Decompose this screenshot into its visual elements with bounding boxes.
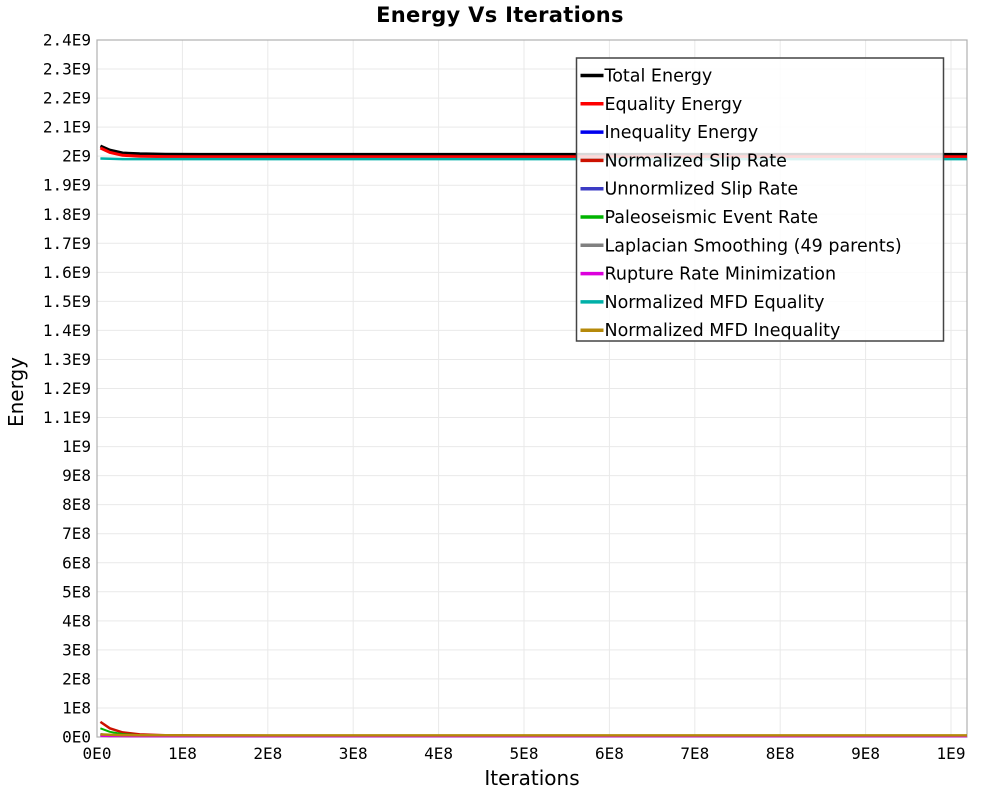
y-tick-label: 2.3E9 bbox=[43, 60, 91, 79]
legend-label: Normalized MFD Inequality bbox=[605, 321, 841, 341]
x-axis-title: Iterations bbox=[484, 766, 580, 790]
legend-label: Laplacian Smoothing (49 parents) bbox=[605, 236, 902, 256]
y-tick-label: 5E8 bbox=[62, 582, 91, 601]
y-tick-label: 2.4E9 bbox=[43, 31, 91, 50]
y-tick-label: 8E8 bbox=[62, 495, 91, 514]
series-line-normalized-mfd-inequality bbox=[100, 733, 967, 737]
series-lines bbox=[99, 144, 967, 738]
y-tick-label: 2E8 bbox=[62, 669, 91, 688]
y-tick-label: 1.8E9 bbox=[43, 205, 91, 224]
y-tick-labels: 2.4E9 2.3E9 2.2E9 2.1E9 2E9 1.9E9 1.8E9 1.7E9 1.… bbox=[43, 31, 91, 747]
legend-label: Rupture Rate Minimization bbox=[605, 265, 837, 285]
y-tick-label: 7E8 bbox=[62, 524, 91, 543]
x-tick-label: 5E8 bbox=[510, 744, 539, 763]
x-tick-label: 7E8 bbox=[680, 744, 709, 763]
y-tick-label: 1.2E9 bbox=[43, 379, 91, 398]
legend-label: Equality Energy bbox=[605, 95, 743, 115]
legend-box bbox=[575, 57, 945, 342]
x-tick-label: 9E8 bbox=[851, 744, 880, 763]
y-tick-label: 0E0 bbox=[62, 728, 91, 747]
y-tick-label: 6E8 bbox=[62, 553, 91, 572]
legend-label: Total Energy bbox=[604, 67, 713, 87]
legend-label: Unnormlized Slip Rate bbox=[605, 180, 799, 200]
x-tick-label: 2E8 bbox=[253, 744, 282, 763]
legend-item: Unnormlized Slip Rate bbox=[580, 180, 799, 200]
y-tick-label: 1.1E9 bbox=[43, 408, 91, 427]
series-line-equality-energy bbox=[99, 146, 967, 159]
y-tick-label: 4E8 bbox=[62, 611, 91, 630]
series-line-normalized-mfd-equality bbox=[100, 157, 967, 161]
y-tick-label: 2E9 bbox=[62, 147, 91, 166]
legend-item: Equality Energy bbox=[580, 95, 743, 115]
legend-item: Normalized Slip Rate bbox=[580, 151, 787, 171]
legend-item: Normalized MFD Inequality bbox=[580, 321, 841, 341]
legend: Total Energy Equality Energy Inequality En… bbox=[575, 57, 945, 342]
x-tick-label: 0E0 bbox=[83, 744, 112, 763]
x-tick-label: 3E8 bbox=[339, 744, 368, 763]
legend-label: Normalized Slip Rate bbox=[605, 151, 787, 171]
legend-item: Normalized MFD Equality bbox=[580, 293, 825, 313]
legend-item: Laplacian Smoothing (49 parents) bbox=[580, 236, 902, 256]
y-tick-label: 2.1E9 bbox=[43, 118, 91, 137]
legend-item: Inequality Energy bbox=[580, 123, 759, 143]
x-tick-label: 8E8 bbox=[766, 744, 795, 763]
legend-item: Paleoseismic Event Rate bbox=[580, 208, 819, 228]
x-tick-label: 1E8 bbox=[168, 744, 197, 763]
y-tick-label: 1.6E9 bbox=[43, 263, 91, 282]
x-tick-labels: 0E0 1E8 2E8 3E8 4E8 5E8 6E8 7E8 8E8 9E8 1E9 bbox=[83, 744, 966, 763]
legend-label: Normalized MFD Equality bbox=[605, 293, 825, 313]
y-axis-title: Energy bbox=[4, 356, 28, 428]
y-tick-label: 1.5E9 bbox=[43, 292, 91, 311]
y-tick-label: 2.2E9 bbox=[43, 89, 91, 108]
x-tick-label: 6E8 bbox=[595, 744, 624, 763]
x-tick-label: 1E9 bbox=[937, 744, 966, 763]
series-line-total-energy bbox=[99, 144, 967, 156]
y-tick-label: 1.4E9 bbox=[43, 321, 91, 340]
y-tick-label: 1.9E9 bbox=[43, 176, 91, 195]
y-tick-label: 9E8 bbox=[62, 466, 91, 485]
legend-label: Paleoseismic Event Rate bbox=[605, 208, 819, 228]
x-tick-label: 4E8 bbox=[424, 744, 453, 763]
legend-item: Total Energy bbox=[580, 67, 713, 87]
y-tick-label: 1.3E9 bbox=[43, 350, 91, 369]
y-tick-label: 1E8 bbox=[62, 698, 91, 717]
y-tick-label: 1E9 bbox=[62, 437, 91, 456]
chart-title: Energy Vs Iterations bbox=[376, 3, 624, 27]
legend-item: Rupture Rate Minimization bbox=[580, 265, 837, 285]
legend-label: Inequality Energy bbox=[605, 123, 759, 143]
y-tick-label: 1.7E9 bbox=[43, 234, 91, 253]
y-tick-label: 3E8 bbox=[62, 640, 91, 659]
